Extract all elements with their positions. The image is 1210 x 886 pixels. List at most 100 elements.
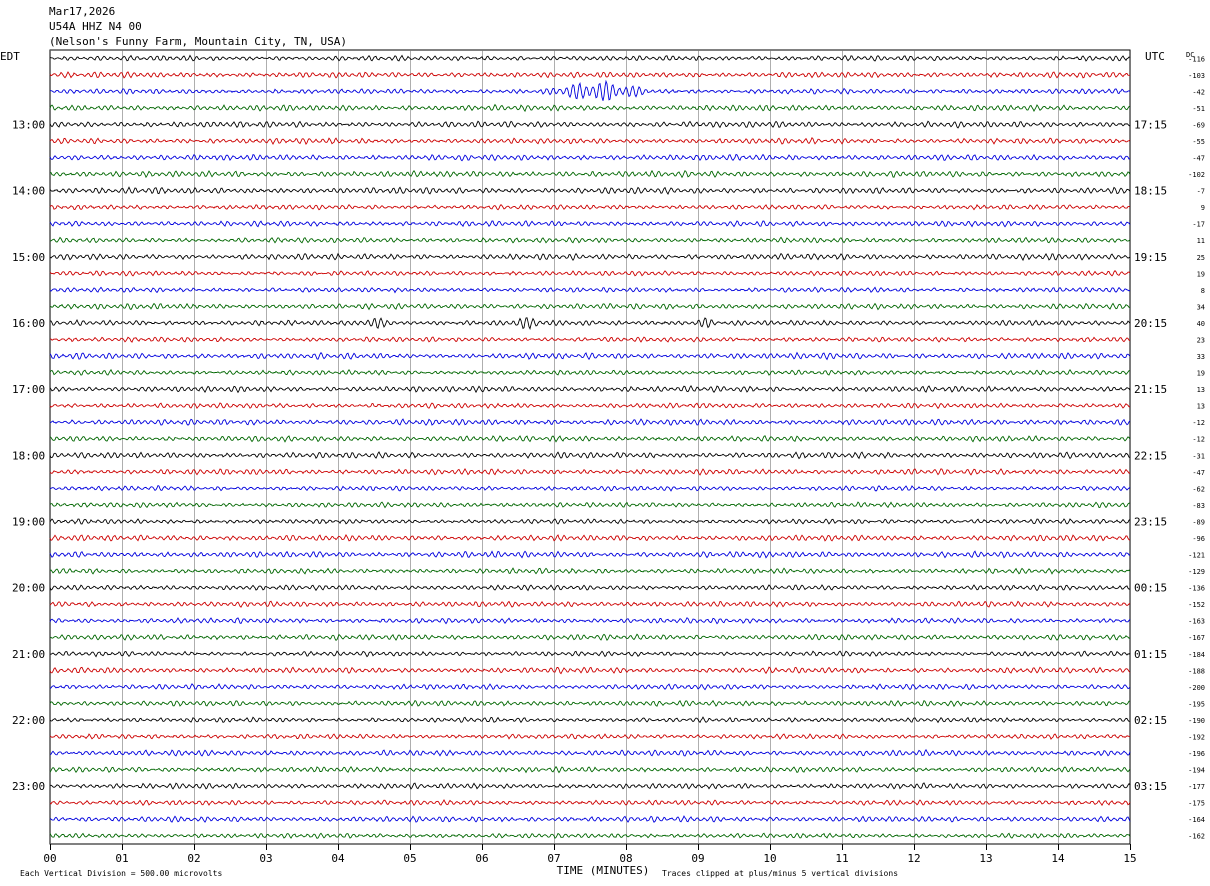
clipping-note: Traces clipped at plus/minus 5 vertical …: [662, 869, 898, 878]
seismic-trace: [49, 317, 1131, 330]
minute-tick-label: 03: [259, 852, 272, 865]
dc-offset-label: -121: [1188, 552, 1205, 560]
minute-tick-label: 09: [691, 852, 704, 865]
seismic-trace: [49, 220, 1131, 228]
dc-offset-label: 33: [1197, 353, 1205, 361]
seismic-trace: [49, 733, 1131, 740]
seismic-trace: [49, 169, 1131, 179]
utc-hour-label: 01:15: [1134, 648, 1167, 661]
axis-labels: -116 -103 -42 -51 -69 -55 -47 -102 -7 9 -17 11 25 19 8…: [0, 50, 1205, 878]
dc-offset-label: -47: [1192, 155, 1205, 163]
seismic-trace: [49, 186, 1131, 195]
seismic-trace: [49, 270, 1131, 277]
seismic-trace: [49, 699, 1130, 708]
seismic-trace: [49, 716, 1131, 724]
edt-hour-label: 13:00: [12, 118, 45, 131]
dc-offset-label: 23: [1197, 336, 1205, 344]
dc-offset-label: -103: [1188, 72, 1205, 80]
dc-offset-label: 11: [1197, 237, 1205, 245]
helicorder-traces: [49, 54, 1131, 839]
seismic-trace: [49, 120, 1131, 129]
seismic-trace: [49, 467, 1131, 476]
dc-offset-label: 8: [1201, 287, 1205, 295]
seismic-trace: [49, 286, 1131, 294]
dc-offset-label: 25: [1197, 254, 1205, 262]
dc-offset-label: -195: [1188, 700, 1205, 708]
minute-tick-label: 14: [1051, 852, 1065, 865]
dc-offset-label: -102: [1188, 171, 1205, 179]
seismic-trace: [49, 351, 1131, 361]
seismic-trace: [49, 584, 1131, 592]
seismic-trace: [49, 402, 1131, 410]
minute-tick-label: 07: [547, 852, 560, 865]
dc-offset-label: 9: [1201, 204, 1205, 212]
edt-hour-label: 17:00: [12, 383, 45, 396]
dc-offset-label: 19: [1197, 270, 1205, 278]
minute-tick-label: 15: [1123, 852, 1136, 865]
dc-offset-label: 13: [1197, 386, 1205, 394]
utc-hour-label: 20:15: [1134, 317, 1167, 330]
vertical-division-note: Each Vertical Division = 500.00 microvol…: [20, 869, 222, 878]
minute-tick-label: 01: [115, 852, 128, 865]
minute-tick-label: 12: [907, 852, 920, 865]
dc-offset-label: -116: [1188, 55, 1205, 63]
seismic-trace: [49, 137, 1131, 145]
dc-offset-label: -89: [1192, 518, 1205, 526]
seismic-trace: [49, 236, 1131, 244]
dc-offset-label: -200: [1188, 684, 1205, 692]
dc-offset-label: -31: [1192, 452, 1205, 460]
edt-hour-label: 18:00: [12, 449, 45, 462]
x-axis-title: TIME (MINUTES): [557, 864, 650, 877]
dc-offset-label: -163: [1188, 618, 1205, 626]
seismic-trace: [49, 451, 1131, 460]
utc-hour-label: 23:15: [1134, 515, 1167, 528]
edt-hour-label: 23:00: [12, 780, 45, 793]
edt-hour-label: 20:00: [12, 582, 45, 595]
dc-offset-label: -51: [1192, 105, 1205, 113]
edt-hour-label: 16:00: [12, 317, 45, 330]
dc-offset-label: -17: [1192, 221, 1205, 229]
seismic-trace: [49, 567, 1131, 575]
dc-offset-label: -62: [1192, 485, 1205, 493]
utc-hour-label: 22:15: [1134, 449, 1167, 462]
minute-tick-label: 13: [979, 852, 992, 865]
utc-hour-label: 02:15: [1134, 714, 1167, 727]
dc-offset-label: -175: [1188, 800, 1205, 808]
dc-offset-label: 13: [1197, 403, 1205, 411]
seismic-trace: [49, 336, 1131, 343]
dc-offset-label: -152: [1188, 601, 1205, 609]
minute-tick-label: 00: [43, 852, 56, 865]
dc-offset-label: -129: [1188, 568, 1205, 576]
seismic-trace: [49, 617, 1131, 625]
utc-hour-label: 03:15: [1134, 780, 1167, 793]
dc-offset-label: 19: [1197, 370, 1205, 378]
dc-offset-label: -162: [1188, 833, 1205, 841]
dc-offset-label: -196: [1188, 750, 1205, 758]
seismic-trace: [49, 103, 1131, 113]
dc-offset-label: -12: [1192, 419, 1205, 427]
minute-tick-label: 10: [763, 852, 776, 865]
utc-hour-label: 17:15: [1134, 118, 1167, 131]
seismic-trace: [49, 368, 1130, 376]
utc-hour-label: 18:15: [1134, 185, 1167, 198]
minute-tick-label: 06: [475, 852, 488, 865]
minute-tick-label: 02: [187, 852, 200, 865]
dc-offset-label: -184: [1188, 651, 1205, 659]
dc-offset-label: -55: [1192, 138, 1205, 146]
seismic-trace: [49, 533, 1131, 542]
edt-hour-label: 14:00: [12, 185, 45, 198]
seismic-trace: [49, 815, 1131, 823]
dc-offset-label: -7: [1197, 188, 1205, 196]
edt-hour-label: 22:00: [12, 714, 45, 727]
seismic-trace: [49, 782, 1131, 790]
seismic-trace: [49, 501, 1131, 509]
seismic-trace: [49, 435, 1131, 443]
dc-column-label: DC: [1186, 51, 1194, 59]
dc-offset-label: -96: [1192, 535, 1205, 543]
minute-tick-label: 08: [619, 852, 632, 865]
station-location: (Nelson's Funny Farm, Mountain City, TN,…: [49, 35, 348, 48]
seismic-trace: [49, 203, 1131, 211]
dc-offset-label: -42: [1192, 88, 1205, 96]
edt-hour-label: 15:00: [12, 251, 45, 264]
